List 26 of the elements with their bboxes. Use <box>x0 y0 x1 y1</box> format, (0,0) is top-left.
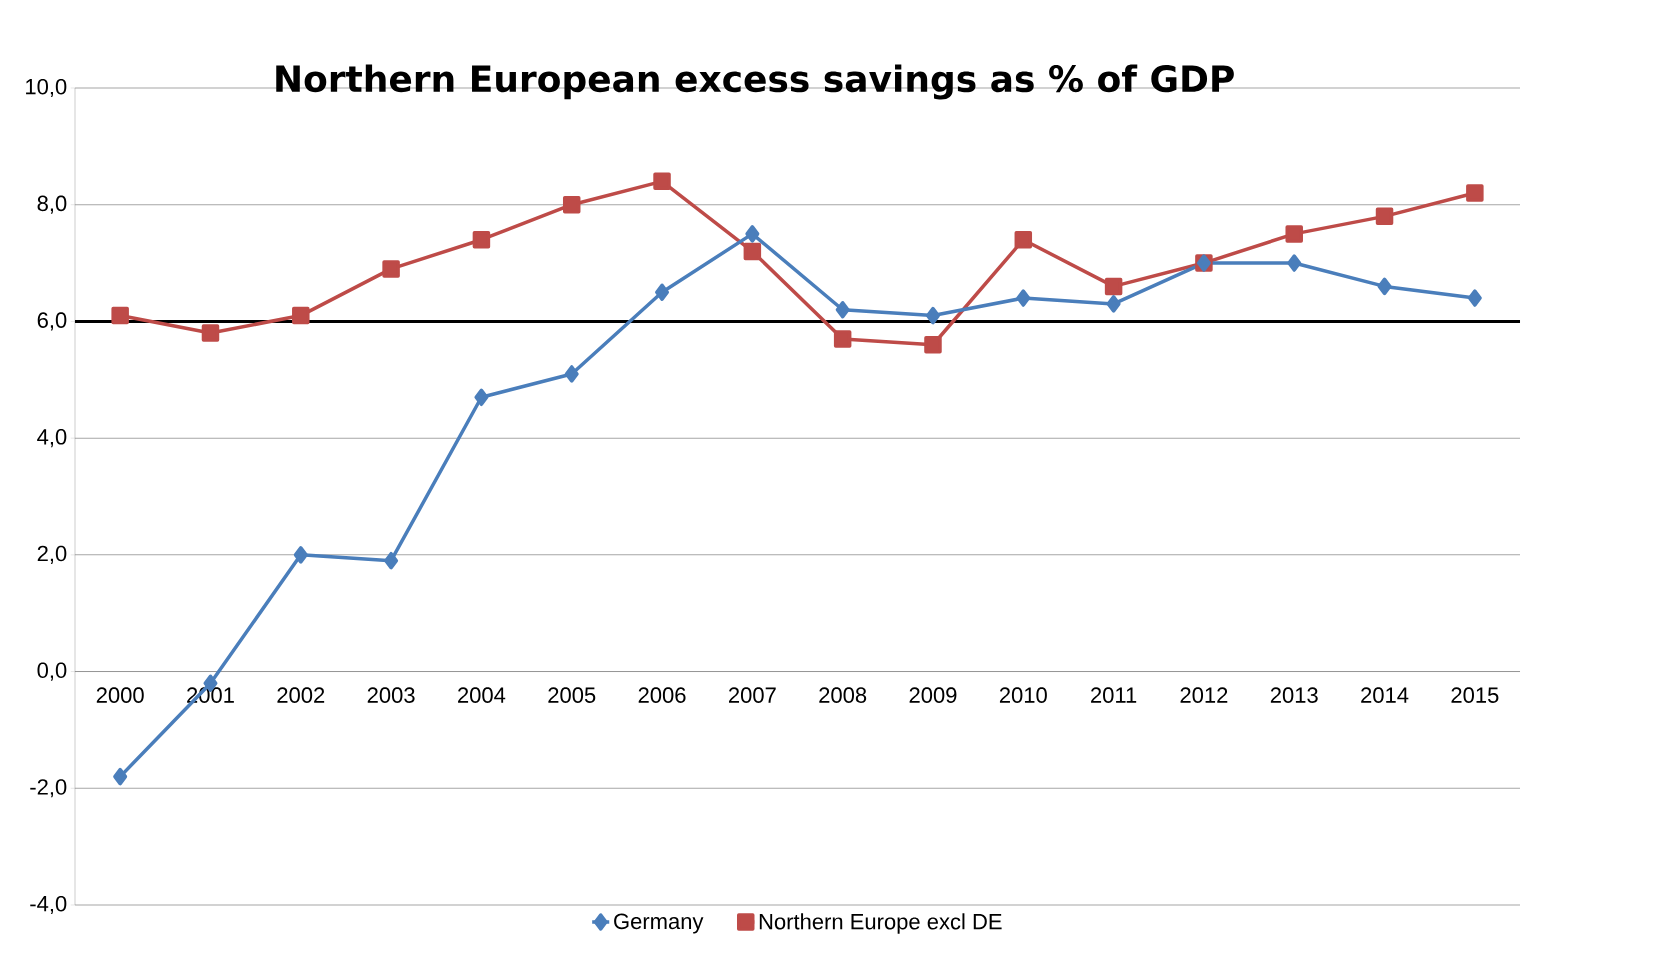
y-tick-label: 8,0 <box>37 195 67 214</box>
x-tick-label: 2013 <box>1270 687 1318 703</box>
x-tick-label: 2007 <box>729 687 776 703</box>
x-tick-label: 2010 <box>999 687 1047 703</box>
x-tick-label: 2005 <box>548 687 596 703</box>
x-tick-label: 2004 <box>458 687 506 703</box>
x-tick-label: 2006 <box>638 687 686 703</box>
y-tick-label: 10,0 <box>26 78 67 98</box>
x-tick-label: 2000 <box>96 687 144 703</box>
x-tick-label: 2011 <box>1091 687 1137 703</box>
y-tick-label: -2,0 <box>30 779 67 798</box>
x-tick-label: 2002 <box>277 687 325 703</box>
chart-title: Northern European excess savings as % of GDP <box>276 64 1234 100</box>
y-tick-label: 2,0 <box>37 545 67 564</box>
y-tick-label: 6,0 <box>37 312 67 331</box>
x-tick-label: 2009 <box>909 687 957 703</box>
legend-label: Germany <box>614 913 704 934</box>
x-tick-label: 2015 <box>1451 687 1499 703</box>
x-tick-label: 2003 <box>367 687 415 703</box>
y-tick-label: 0,0 <box>37 662 67 681</box>
legend-label: Northern Europe excl DE <box>759 913 1002 934</box>
x-tick-label: 2012 <box>1180 687 1228 703</box>
y-tick-label: -4,0 <box>30 895 67 915</box>
y-tick-label: 4,0 <box>37 429 67 448</box>
x-tick-label: 2014 <box>1361 687 1409 703</box>
x-tick-label: 2008 <box>819 687 867 703</box>
